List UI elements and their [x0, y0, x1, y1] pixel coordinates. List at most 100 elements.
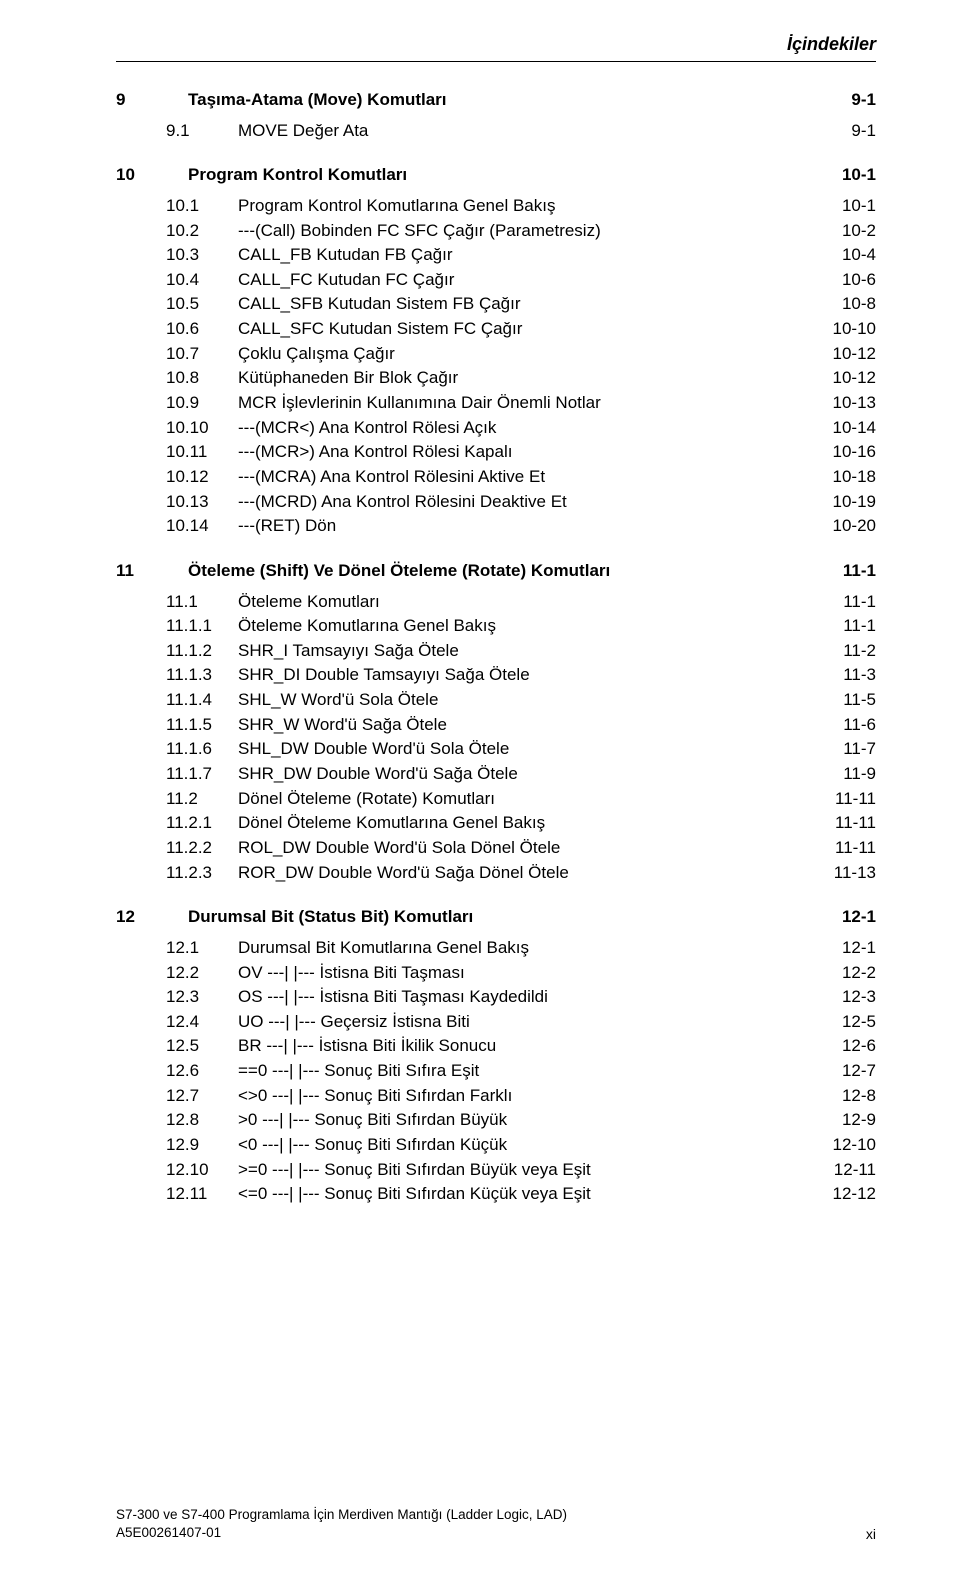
toc-entry: 11.2.1Dönel Öteleme Komutlarına Genel Ba…	[166, 811, 876, 836]
toc-entry-page: 12-2	[806, 961, 876, 986]
toc-entry-title: Program Kontrol Komutlarına Genel Bakış	[238, 194, 806, 219]
toc-entry-title: SHR_DW Double Word'ü Sağa Ötele	[238, 762, 806, 787]
toc-entry-page: 12-8	[806, 1084, 876, 1109]
toc-entry-number: 11.1.3	[166, 663, 238, 688]
toc-entry: 11.1.3SHR_DI Double Tamsayıyı Sağa Ötele…	[166, 663, 876, 688]
toc-entry-number: 10.7	[166, 342, 238, 367]
toc-section-page: 9-1	[806, 88, 876, 113]
toc-entry-number: 10.12	[166, 465, 238, 490]
toc-entry-title: ---(RET) Dön	[238, 514, 806, 539]
toc-entry: 11.1.4SHL_W Word'ü Sola Ötele11-5	[166, 688, 876, 713]
toc-entry: 10.4CALL_FC Kutudan FC Çağır10-6	[166, 268, 876, 293]
footer-page-number: xi	[866, 1526, 876, 1542]
toc-entry-title: CALL_FB Kutudan FB Çağır	[238, 243, 806, 268]
toc-entry-page: 12-3	[806, 985, 876, 1010]
toc-entry-number: 11.2.1	[166, 811, 238, 836]
toc-entry-number: 10.8	[166, 366, 238, 391]
toc-entry-page: 10-4	[806, 243, 876, 268]
toc-entry-number: 10.9	[166, 391, 238, 416]
page-footer: S7-300 ve S7-400 Programlama İçin Merdiv…	[116, 1506, 876, 1542]
toc-entry-page: 10-2	[806, 219, 876, 244]
toc-section-heading: 12Durumsal Bit (Status Bit) Komutları12-…	[116, 905, 876, 930]
toc-entry: 12.3OS ---| |--- İstisna Biti Taşması Ka…	[166, 985, 876, 1010]
toc-entry-number: 12.6	[166, 1059, 238, 1084]
toc-entry-page: 12-6	[806, 1034, 876, 1059]
toc-entry: 12.1Durumsal Bit Komutlarına Genel Bakış…	[166, 936, 876, 961]
toc-entry-title: Dönel Öteleme (Rotate) Komutları	[238, 787, 806, 812]
toc-entry-number: 10.14	[166, 514, 238, 539]
toc-entry-page: 10-8	[806, 292, 876, 317]
toc-entry-page: 12-1	[806, 936, 876, 961]
page: İçindekiler 9Taşıma-Atama (Move) Komutla…	[0, 0, 960, 1582]
toc-section-title: Taşıma-Atama (Move) Komutları	[188, 88, 806, 113]
toc-entry-page: 11-6	[806, 713, 876, 738]
toc-entry: 11.1.6SHL_DW Double Word'ü Sola Ötele11-…	[166, 737, 876, 762]
toc-entry-title: SHL_W Word'ü Sola Ötele	[238, 688, 806, 713]
toc-entry-title: CALL_SFB Kutudan Sistem FB Çağır	[238, 292, 806, 317]
toc-entry-number: 12.11	[166, 1182, 238, 1207]
toc-entry: 11.2.3ROR_DW Double Word'ü Sağa Dönel Öt…	[166, 861, 876, 886]
footer-doc-id: A5E00261407-01	[116, 1524, 567, 1542]
toc-entry-title: Öteleme Komutlarına Genel Bakış	[238, 614, 806, 639]
toc-entry: 10.1Program Kontrol Komutlarına Genel Ba…	[166, 194, 876, 219]
toc-entry-page: 12-9	[806, 1108, 876, 1133]
toc-entry-title: Öteleme Komutları	[238, 590, 806, 615]
running-header: İçindekiler	[116, 34, 876, 55]
toc-entry-page: 10-6	[806, 268, 876, 293]
toc-entry: 9.1MOVE Değer Ata9-1	[166, 119, 876, 144]
toc-entry-page: 11-9	[806, 762, 876, 787]
toc-entry-title: CALL_FC Kutudan FC Çağır	[238, 268, 806, 293]
toc-entry-number: 10.4	[166, 268, 238, 293]
toc-entry-page: 10-10	[806, 317, 876, 342]
toc-entry: 11.1.7SHR_DW Double Word'ü Sağa Ötele11-…	[166, 762, 876, 787]
toc-entry-page: 9-1	[806, 119, 876, 144]
toc-section-title: Öteleme (Shift) Ve Dönel Öteleme (Rotate…	[188, 559, 806, 584]
toc-section-heading: 11Öteleme (Shift) Ve Dönel Öteleme (Rota…	[116, 559, 876, 584]
toc-entry: 11.2Dönel Öteleme (Rotate) Komutları11-1…	[166, 787, 876, 812]
toc-section: 9Taşıma-Atama (Move) Komutları9-19.1MOVE…	[116, 88, 876, 143]
toc-section-page: 11-1	[806, 559, 876, 584]
toc-entry-number: 11.1.7	[166, 762, 238, 787]
toc-entry: 10.12---(MCRA) Ana Kontrol Rölesini Akti…	[166, 465, 876, 490]
toc-section-number: 10	[116, 163, 188, 188]
toc-entry-number: 9.1	[166, 119, 238, 144]
toc-entry-page: 12-12	[806, 1182, 876, 1207]
toc-entry-number: 11.1.5	[166, 713, 238, 738]
toc-section-number: 12	[116, 905, 188, 930]
toc-section-heading: 9Taşıma-Atama (Move) Komutları9-1	[116, 88, 876, 113]
toc-entry: 10.10---(MCR<) Ana Kontrol Rölesi Açık10…	[166, 416, 876, 441]
toc-entry-number: 11.1.4	[166, 688, 238, 713]
toc-entry: 12.4UO ---| |--- Geçersiz İstisna Biti12…	[166, 1010, 876, 1035]
toc-entry-page: 11-13	[806, 861, 876, 886]
toc-section-number: 9	[116, 88, 188, 113]
toc-entry-page: 10-1	[806, 194, 876, 219]
toc-section-title: Durumsal Bit (Status Bit) Komutları	[188, 905, 806, 930]
toc-entry-number: 11.2.3	[166, 861, 238, 886]
toc-entry: 12.2OV ---| |--- İstisna Biti Taşması12-…	[166, 961, 876, 986]
toc-subitems: 9.1MOVE Değer Ata9-1	[116, 119, 876, 144]
toc-entry-number: 11.1	[166, 590, 238, 615]
toc-entry-number: 12.9	[166, 1133, 238, 1158]
toc-entry-title: ==0 ---| |--- Sonuç Biti Sıfıra Eşit	[238, 1059, 806, 1084]
toc-entry: 12.6==0 ---| |--- Sonuç Biti Sıfıra Eşit…	[166, 1059, 876, 1084]
toc-entry-page: 11-1	[806, 614, 876, 639]
toc-section-page: 10-1	[806, 163, 876, 188]
toc-entry-page: 12-5	[806, 1010, 876, 1035]
toc-entry-page: 12-10	[806, 1133, 876, 1158]
toc-entry-title: UO ---| |--- Geçersiz İstisna Biti	[238, 1010, 806, 1035]
toc-entry-number: 12.7	[166, 1084, 238, 1109]
toc-entry-page: 10-12	[806, 366, 876, 391]
toc-entry-page: 12-11	[806, 1158, 876, 1183]
toc-entry-title: <0 ---| |--- Sonuç Biti Sıfırdan Küçük	[238, 1133, 806, 1158]
toc-entry: 12.10>=0 ---| |--- Sonuç Biti Sıfırdan B…	[166, 1158, 876, 1183]
toc-entry-title: ---(MCRA) Ana Kontrol Rölesini Aktive Et	[238, 465, 806, 490]
toc-entry-page: 10-16	[806, 440, 876, 465]
toc-entry: 10.7Çoklu Çalışma Çağır10-12	[166, 342, 876, 367]
toc-entry-number: 10.3	[166, 243, 238, 268]
toc-section: 12Durumsal Bit (Status Bit) Komutları12-…	[116, 905, 876, 1207]
toc-entry-number: 11.1.1	[166, 614, 238, 639]
toc-entry: 11.2.2ROL_DW Double Word'ü Sola Dönel Öt…	[166, 836, 876, 861]
toc-entry-title: ROL_DW Double Word'ü Sola Dönel Ötele	[238, 836, 806, 861]
toc-entry-number: 12.3	[166, 985, 238, 1010]
toc-entry: 12.9<0 ---| |--- Sonuç Biti Sıfırdan Küç…	[166, 1133, 876, 1158]
